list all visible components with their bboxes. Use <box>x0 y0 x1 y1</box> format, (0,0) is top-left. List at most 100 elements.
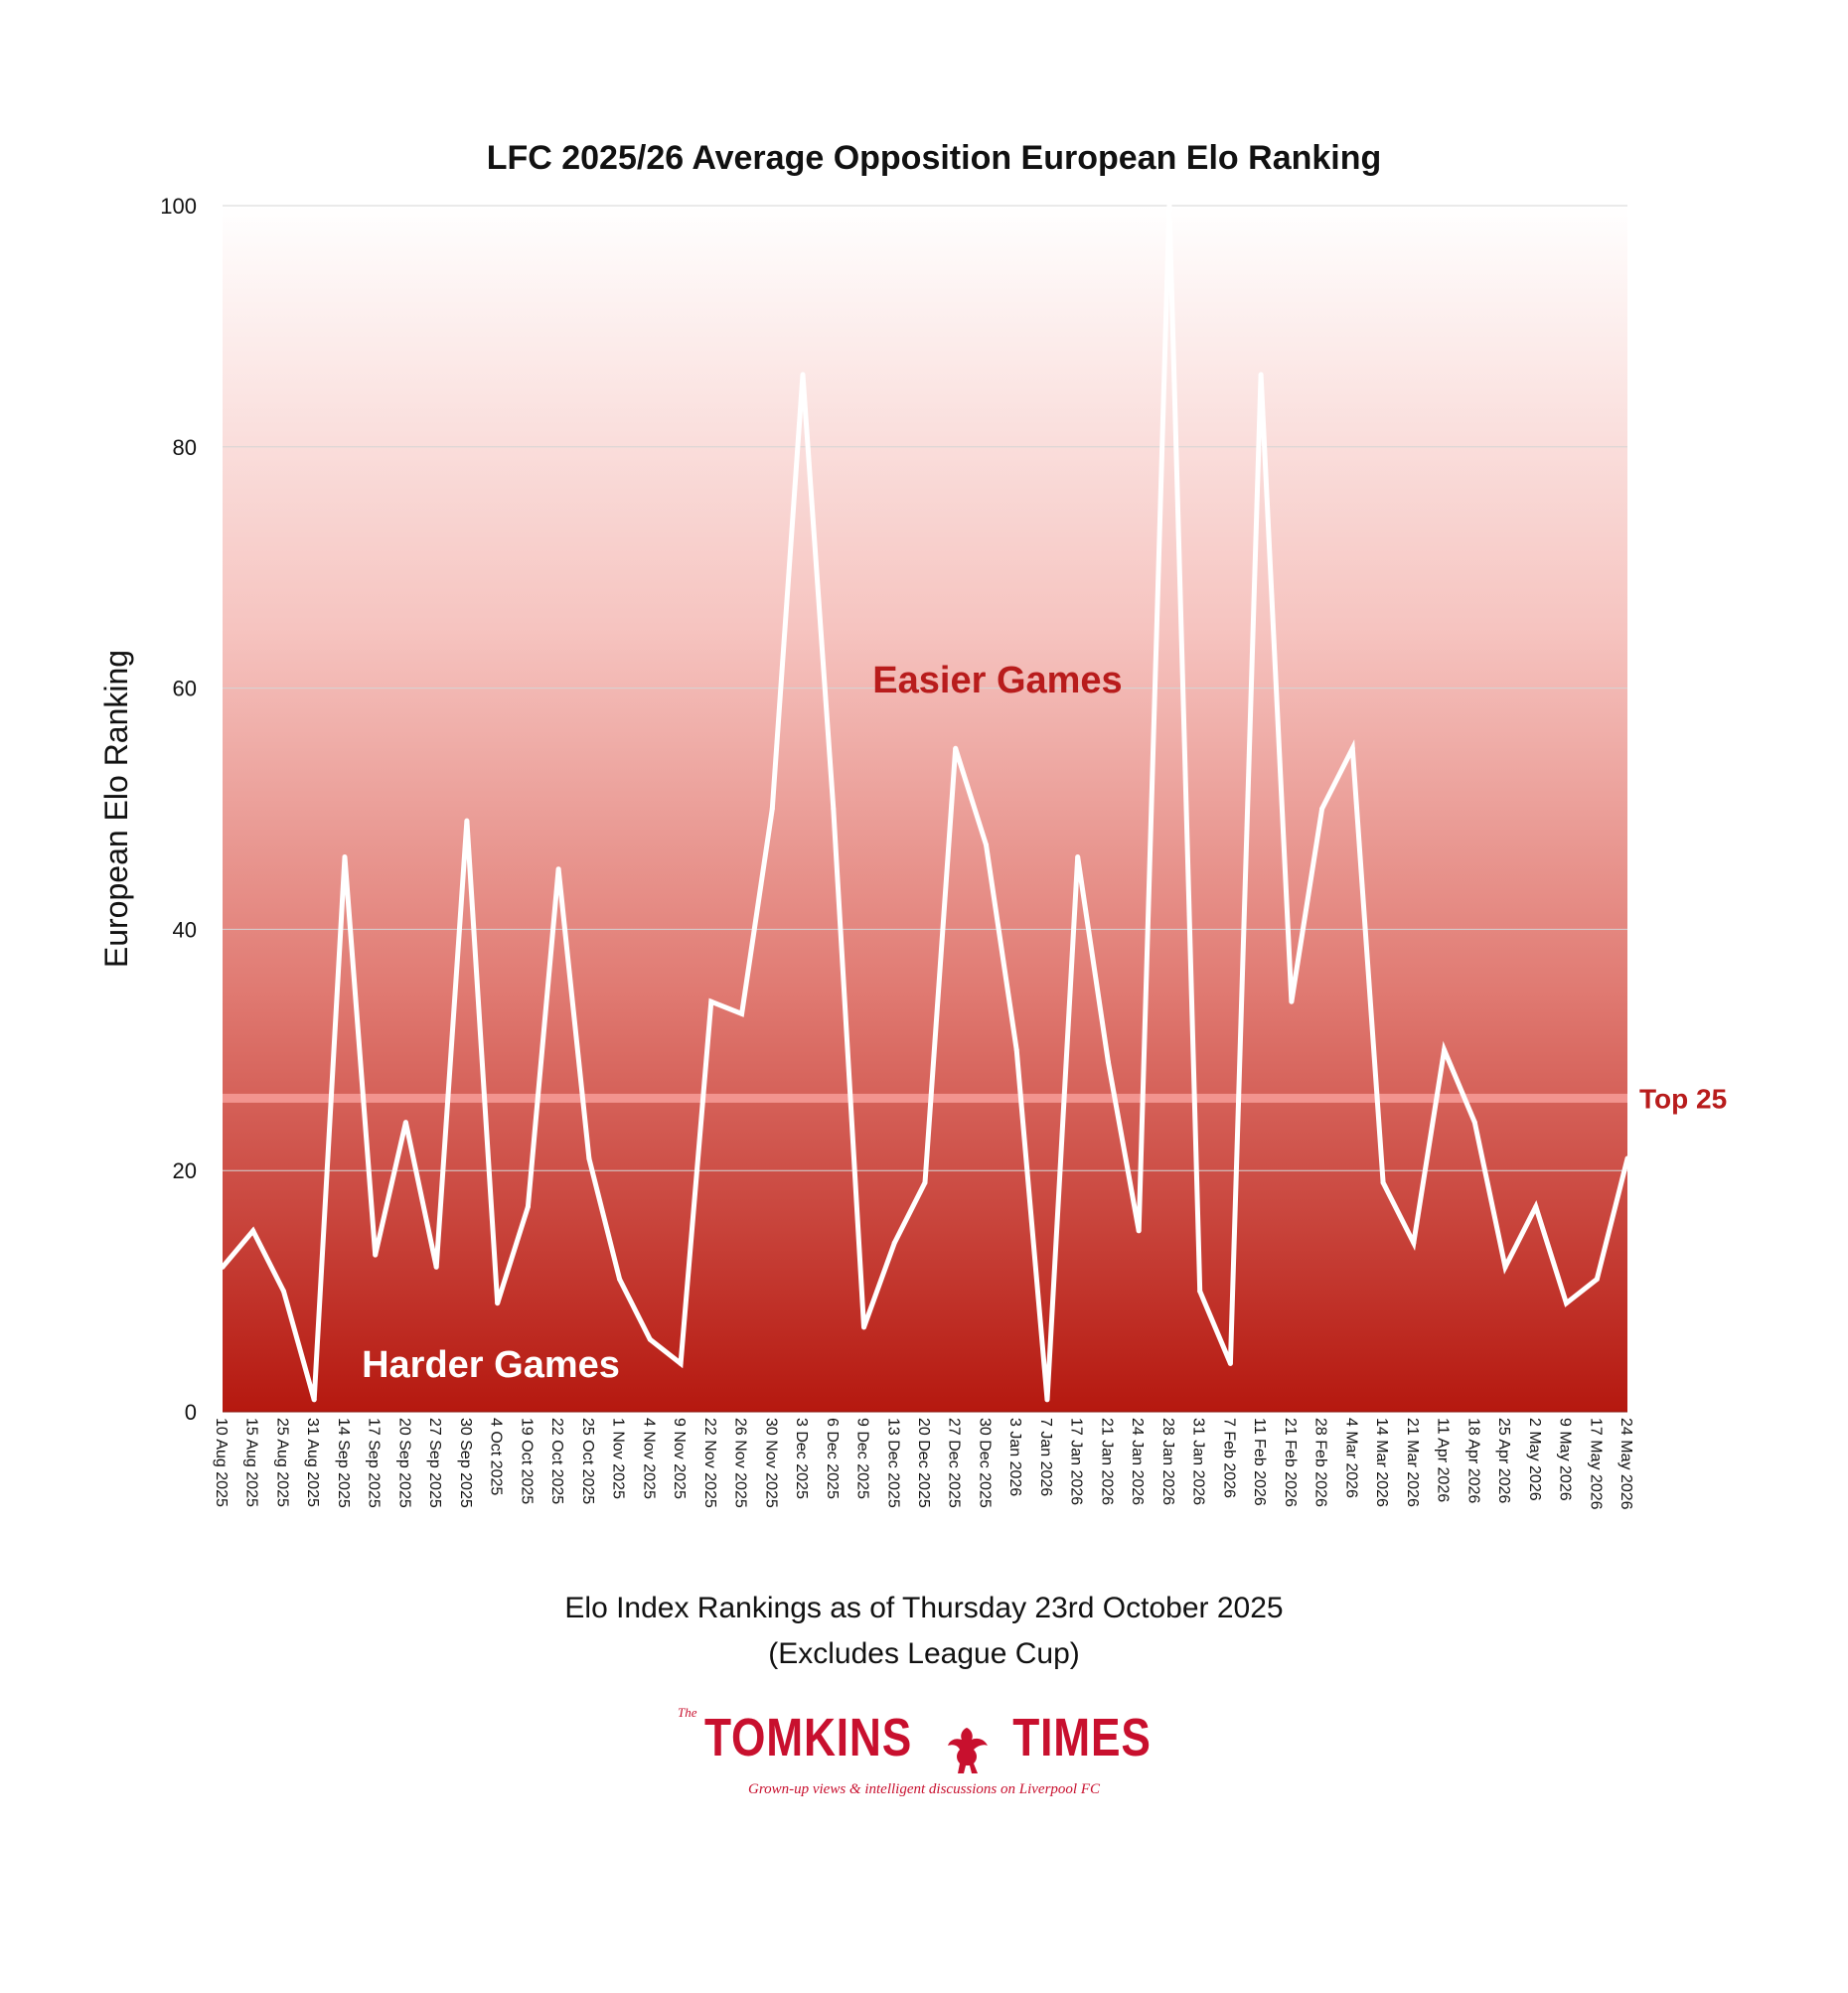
data-point <box>891 1240 897 1246</box>
logo-word-tomkins: TOMKINS <box>703 1708 913 1767</box>
data-point <box>1136 1228 1142 1234</box>
footnote-line-2: (Excludes League Cup) <box>768 1637 1080 1670</box>
data-point <box>617 1276 623 1282</box>
data-point <box>769 806 775 812</box>
data-point <box>1380 1179 1386 1185</box>
annotation-harder-games: Harder Games <box>362 1344 620 1386</box>
y-tick-label: 80 <box>173 435 197 460</box>
y-axis-label: European Elo Ranking <box>98 650 134 968</box>
data-point <box>1166 203 1172 209</box>
x-tick-label: 7 Feb 2026 <box>1220 1418 1237 1498</box>
x-tick-label: 4 Nov 2025 <box>640 1418 657 1499</box>
x-tick-label: 14 Sep 2025 <box>335 1418 352 1508</box>
x-tick-label: 17 May 2026 <box>1587 1418 1604 1510</box>
data-point <box>250 1228 256 1234</box>
x-tick-label: 24 Jan 2026 <box>1129 1418 1146 1505</box>
x-tick-label: 25 Aug 2025 <box>273 1418 290 1507</box>
data-points <box>220 203 1630 1403</box>
data-point <box>1471 1120 1477 1126</box>
x-tick-label: 3 Jan 2026 <box>1006 1418 1023 1496</box>
logo-word-times: TIMES <box>1012 1708 1152 1767</box>
x-tick-label: 9 Nov 2025 <box>671 1418 688 1499</box>
x-tick-label: 30 Sep 2025 <box>457 1418 474 1508</box>
x-tick-label: 28 Jan 2026 <box>1159 1418 1176 1505</box>
data-point <box>1349 745 1355 751</box>
x-tick-label: 18 Apr 2026 <box>1464 1418 1481 1503</box>
data-point <box>678 1360 684 1366</box>
x-tick-label: 4 Mar 2026 <box>1342 1418 1359 1498</box>
data-point <box>1105 1059 1111 1065</box>
x-tick-label: 15 Aug 2025 <box>243 1418 260 1507</box>
x-tick-label: 20 Dec 2025 <box>915 1418 932 1508</box>
x-tick-label: 11 Feb 2026 <box>1251 1418 1268 1506</box>
plot-area-background <box>223 206 1627 1412</box>
data-point <box>464 818 470 824</box>
x-tick-label: 1 Nov 2025 <box>610 1418 627 1499</box>
data-point <box>953 745 959 751</box>
data-point <box>800 372 806 378</box>
data-point <box>1227 1360 1233 1366</box>
logo-the: The <box>678 1705 697 1720</box>
data-point <box>1594 1276 1600 1282</box>
x-tick-label: 7 Jan 2026 <box>1037 1418 1054 1496</box>
data-point <box>1411 1240 1417 1246</box>
x-tick-label: 2 May 2026 <box>1526 1418 1543 1501</box>
x-tick-label: 19 Oct 2025 <box>518 1418 535 1504</box>
data-point <box>861 1324 867 1330</box>
x-tick-label: 30 Nov 2025 <box>762 1418 779 1508</box>
y-tick-label: 100 <box>160 194 197 219</box>
data-point <box>1258 372 1264 378</box>
x-tick-label: 10 Aug 2025 <box>213 1418 230 1507</box>
data-point <box>1197 1289 1203 1295</box>
data-point <box>220 1264 226 1270</box>
data-point <box>983 842 989 847</box>
data-point <box>1442 1047 1448 1053</box>
data-point <box>1013 1047 1019 1053</box>
logo-tagline: Grown-up views & intelligent discussions… <box>747 1780 1101 1797</box>
x-tick-label: 22 Oct 2025 <box>548 1418 565 1504</box>
reference-line-group: Top 25 <box>223 1083 1727 1114</box>
y-tick-label: 40 <box>173 917 197 942</box>
x-tick-label: 17 Jan 2026 <box>1068 1418 1085 1505</box>
data-point <box>586 1155 592 1161</box>
x-tick-label: 22 Nov 2025 <box>701 1418 718 1508</box>
x-tick-label: 20 Sep 2025 <box>395 1418 412 1508</box>
data-point <box>708 998 714 1004</box>
data-point <box>1624 1155 1630 1161</box>
data-point <box>1044 1397 1050 1403</box>
x-tick-label: 26 Nov 2025 <box>732 1418 749 1508</box>
data-point <box>1319 806 1325 812</box>
chart-title: LFC 2025/26 Average Opposition European … <box>487 139 1382 177</box>
data-point <box>311 1397 317 1403</box>
gridlines <box>223 205 1627 1413</box>
data-point <box>373 1252 379 1258</box>
data-point <box>922 1179 928 1185</box>
x-tick-label: 21 Mar 2026 <box>1404 1418 1421 1507</box>
tomkins-times-logo: The TOMKINS TIMES Grown-up views & intel… <box>0 1705 1848 1798</box>
data-point <box>1533 1204 1539 1210</box>
x-tick-label: 14 Mar 2026 <box>1373 1418 1390 1507</box>
x-tick-label: 17 Sep 2025 <box>366 1418 383 1508</box>
x-tick-label: 27 Dec 2025 <box>946 1418 963 1508</box>
data-point <box>1075 854 1081 860</box>
x-tick-label: 27 Sep 2025 <box>426 1418 443 1508</box>
liverbird-icon <box>947 1727 988 1773</box>
data-point <box>342 854 348 860</box>
data-point <box>525 1204 531 1210</box>
x-tick-label: 21 Jan 2026 <box>1098 1418 1115 1505</box>
data-point <box>1564 1301 1570 1306</box>
data-point <box>280 1289 286 1295</box>
x-tick-label: 9 May 2026 <box>1557 1418 1574 1501</box>
footnote-line-1: Elo Index Rankings as of Thursday 23rd O… <box>564 1592 1284 1624</box>
data-point <box>831 806 837 812</box>
y-tick-label: 20 <box>173 1158 197 1183</box>
x-tick-label: 24 May 2026 <box>1617 1418 1634 1510</box>
y-tick-label: 0 <box>185 1400 197 1425</box>
x-tick-label: 25 Oct 2025 <box>579 1418 596 1504</box>
x-tick-label: 13 Dec 2025 <box>884 1418 901 1508</box>
data-point <box>647 1336 653 1342</box>
data-point <box>495 1301 501 1306</box>
x-tick-label: 4 Oct 2025 <box>488 1418 505 1495</box>
data-point <box>402 1120 408 1126</box>
annotation-easier-games: Easier Games <box>872 660 1122 701</box>
